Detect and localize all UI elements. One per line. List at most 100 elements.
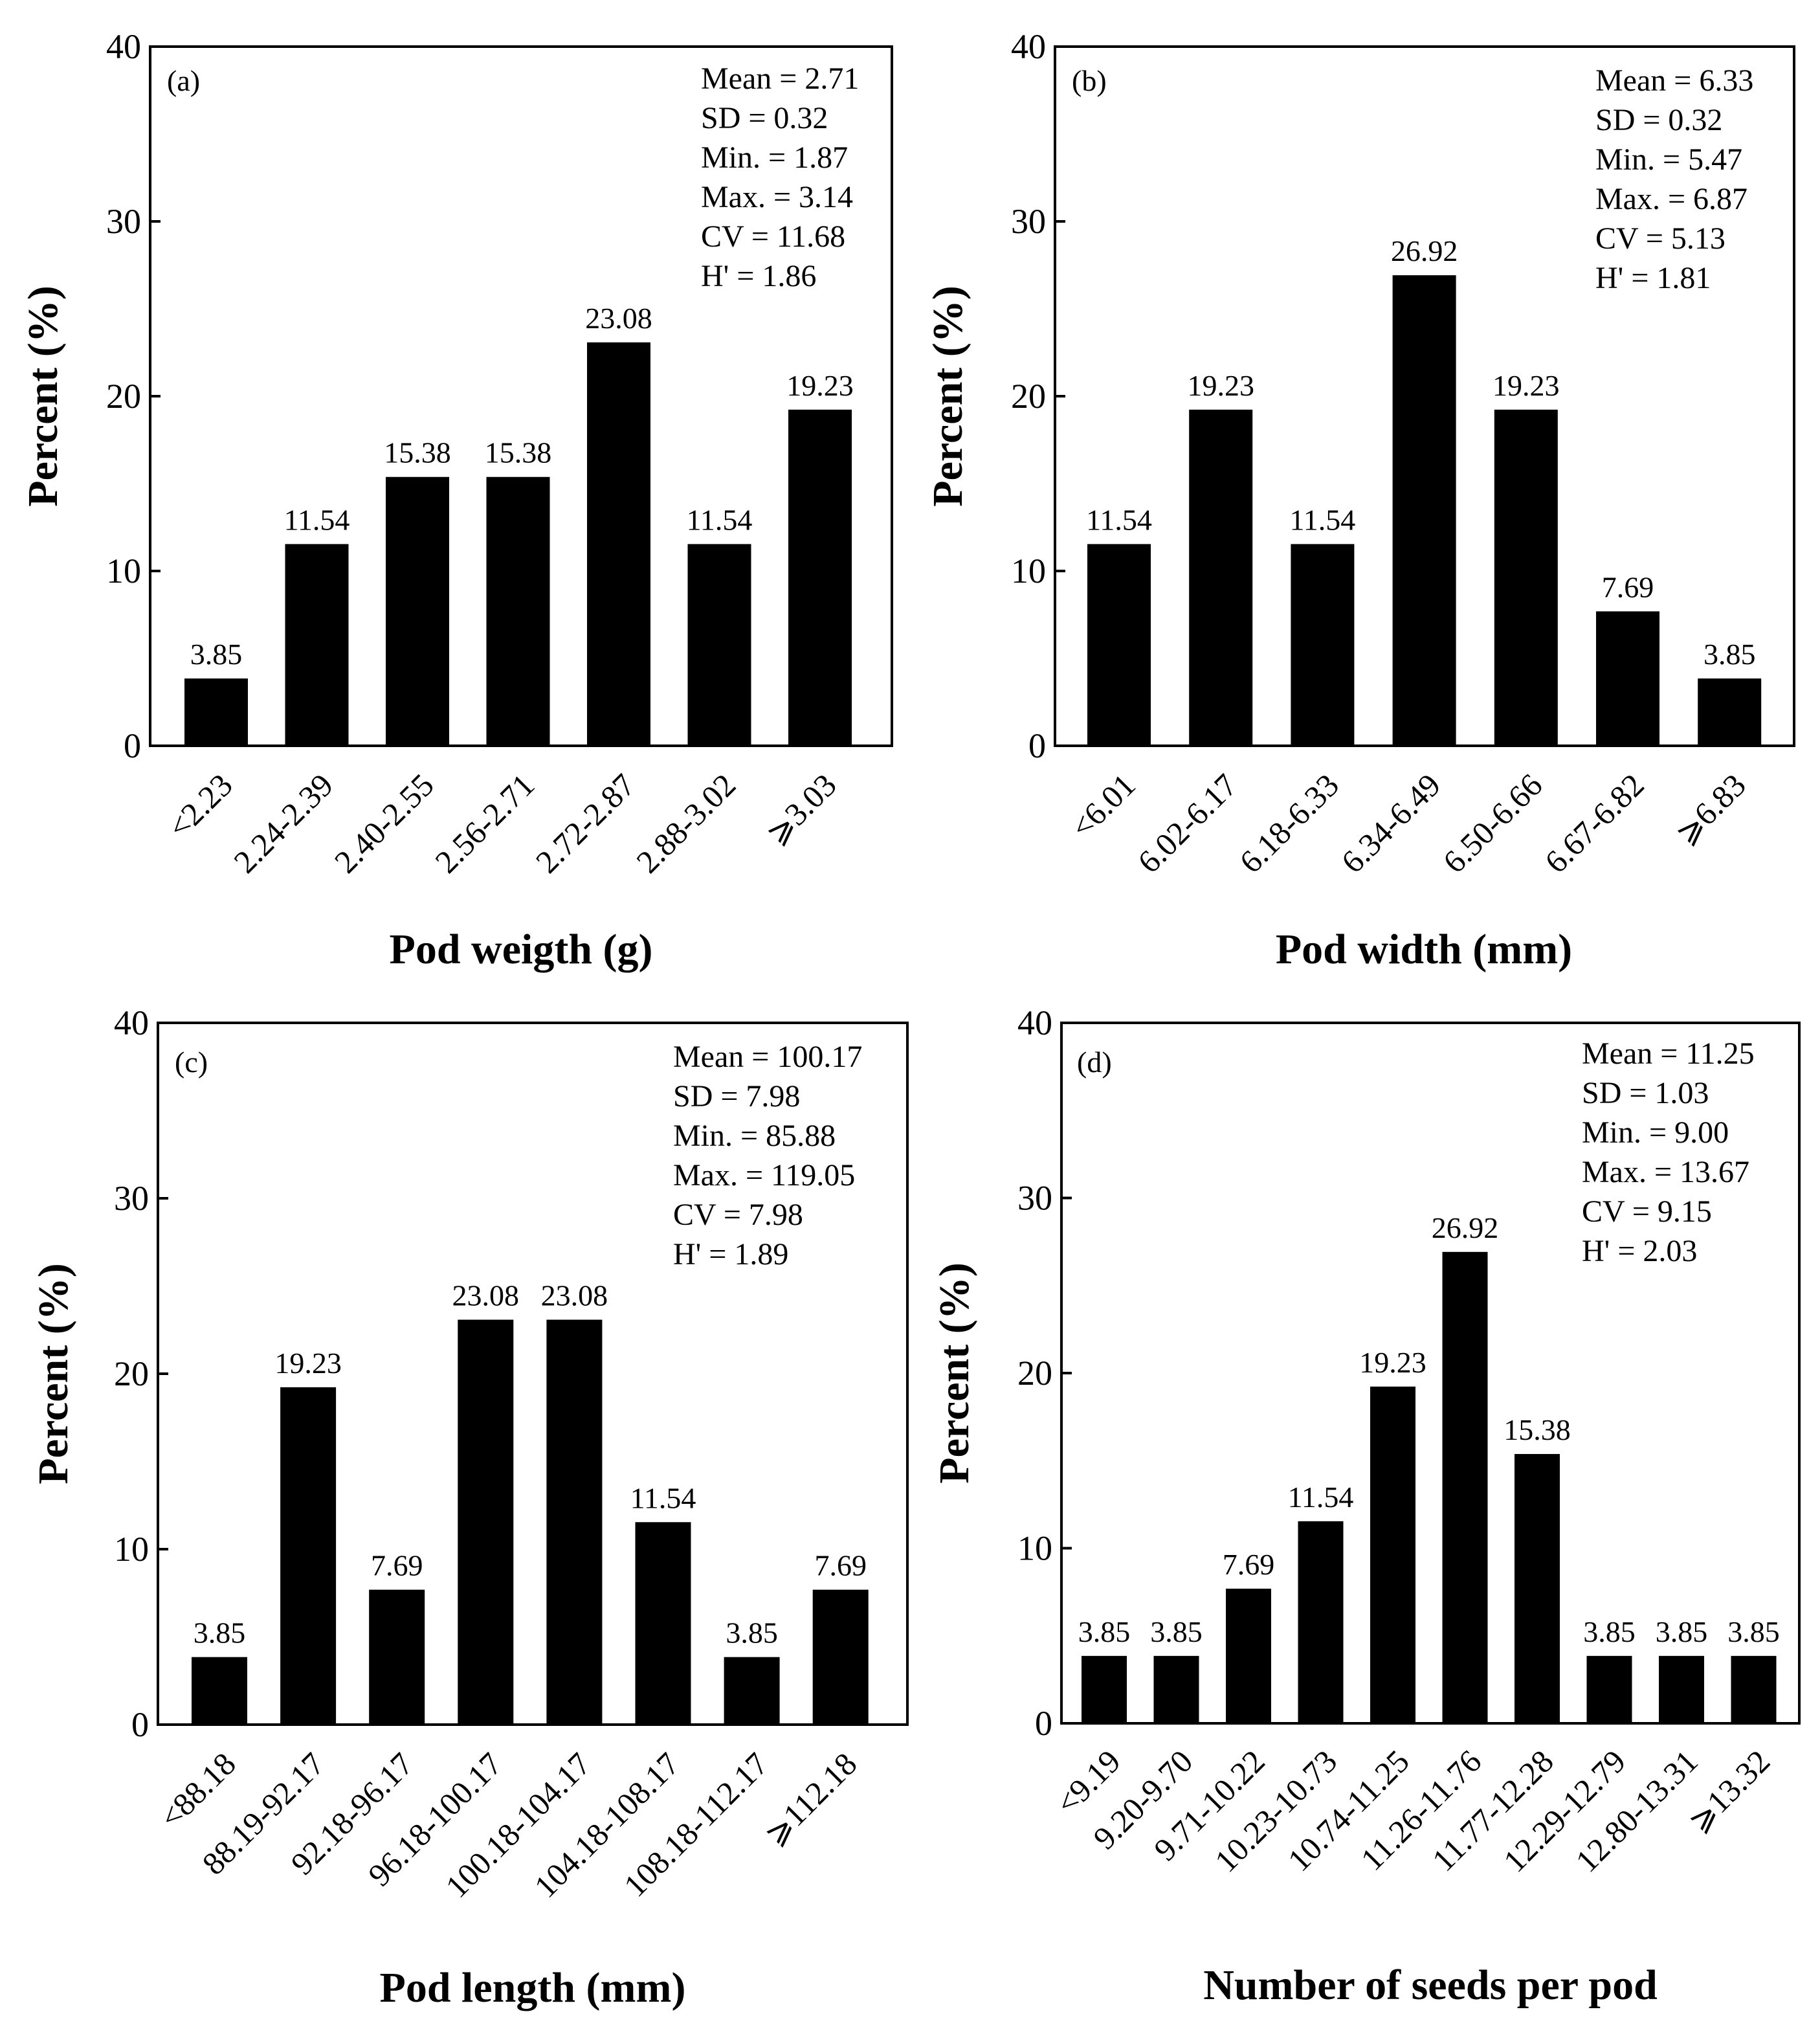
y-tick-label: 10 (1011, 552, 1046, 590)
bar (546, 1319, 603, 1725)
data-label: 15.38 (1504, 1413, 1571, 1446)
y-tick-label: 40 (106, 27, 141, 66)
data-label: 7.69 (1602, 570, 1654, 603)
data-label: 15.38 (485, 436, 552, 469)
y-tick-label: 30 (114, 1179, 149, 1218)
bar (1659, 1655, 1704, 1723)
data-label: 7.69 (371, 1549, 423, 1582)
y-tick-label: 30 (1017, 1179, 1052, 1218)
bar (687, 544, 751, 746)
y-axis-title: Percent (%) (931, 1262, 978, 1483)
chart-panel-1: 0 10 20 30 40 3.85 <2.23 11.54 2.24-2.39 15.38 2.4… (19, 27, 893, 973)
x-category-label: 6.67-6.82 (1538, 766, 1651, 880)
data-label: 19.23 (1493, 369, 1560, 402)
y-tick-label: 30 (106, 202, 141, 241)
stats-line: SD = 0.32 (1595, 103, 1722, 137)
stats-line: H' = 1.86 (701, 259, 816, 293)
stats-line: SD = 7.98 (673, 1079, 800, 1113)
data-label: 3.85 (726, 1617, 778, 1650)
y-tick-label: 10 (114, 1530, 149, 1569)
bar (1442, 1251, 1488, 1723)
stats-line: SD = 1.03 (1582, 1076, 1709, 1110)
bar (1226, 1588, 1271, 1723)
bar (587, 342, 650, 746)
data-label: 7.69 (1223, 1548, 1275, 1581)
data-label: 11.54 (1288, 1481, 1354, 1514)
stats-line: Max. = 3.14 (701, 180, 853, 214)
x-axis-title: Pod weigth (g) (390, 926, 653, 973)
x-category-label: ⩾3.03 (759, 766, 843, 851)
panel-label: (b) (1072, 64, 1107, 97)
x-category-label: ⩾13.32 (1680, 1743, 1777, 1839)
bar (1370, 1386, 1415, 1723)
chart-panel-3: 0102030403.85<88.1819.2388.19-92.177.699… (30, 1003, 909, 2011)
data-label: 19.23 (786, 369, 854, 402)
data-label: 23.08 (585, 302, 652, 335)
stats-line: Mean = 6.33 (1595, 63, 1753, 98)
bar (184, 678, 248, 746)
panel-label: (d) (1077, 1046, 1112, 1079)
bar (724, 1657, 780, 1725)
data-label: 11.54 (1290, 503, 1356, 536)
bar (280, 1387, 337, 1725)
stats-line: H' = 2.03 (1582, 1234, 1697, 1268)
bar (1189, 409, 1253, 746)
data-label: 11.54 (1086, 503, 1152, 536)
stats-line: CV = 11.68 (701, 219, 845, 254)
bar (458, 1319, 514, 1725)
stats-line: Mean = 11.25 (1582, 1036, 1755, 1071)
stats-line: H' = 1.89 (673, 1237, 788, 1271)
stats-line: Max. = 119.05 (673, 1158, 855, 1192)
y-tick-label: 20 (106, 377, 141, 416)
data-label: 23.08 (452, 1279, 520, 1312)
bar (192, 1657, 247, 1725)
bar (812, 1589, 869, 1725)
bar (1291, 544, 1355, 746)
stats-line: Min. = 85.88 (673, 1119, 836, 1153)
data-label: 19.23 (1187, 369, 1254, 402)
data-label: 23.08 (541, 1279, 608, 1312)
y-tick-label: 20 (1011, 377, 1046, 416)
x-category-label: ⩾112.18 (757, 1745, 863, 1852)
x-category-label: <6.01 (1063, 766, 1142, 845)
data-label: 7.69 (814, 1549, 867, 1582)
y-tick-label: 20 (1017, 1354, 1052, 1393)
bar (1153, 1655, 1199, 1723)
bar (1596, 611, 1659, 746)
x-category-label: 2.24-2.39 (227, 766, 340, 880)
y-axis-title: Percent (%) (924, 285, 971, 506)
data-label: 3.85 (190, 638, 243, 671)
stats-line: Min. = 5.47 (1595, 142, 1742, 177)
x-category-label: <2.23 (161, 766, 239, 845)
x-category-label: ⩾6.83 (1668, 766, 1753, 851)
stats-line: Max. = 6.87 (1595, 182, 1748, 216)
data-label: 3.85 (194, 1617, 246, 1650)
bar (486, 476, 550, 746)
bar (1082, 1655, 1127, 1723)
y-axis-title: Percent (%) (30, 1263, 77, 1484)
stats-line: H' = 1.81 (1595, 261, 1711, 295)
bar (1087, 544, 1151, 746)
y-tick-label: 0 (1028, 726, 1046, 765)
stats-line: SD = 0.32 (701, 101, 828, 135)
y-tick-label: 40 (1017, 1003, 1052, 1042)
stats-line: Min. = 9.00 (1582, 1115, 1729, 1150)
x-axis-title: Number of seeds per pod (1203, 1962, 1658, 2009)
chart-panel-4: 0102030403.85<9.193.859.20-9.707.699.71-… (931, 1003, 1801, 2009)
y-tick-label: 10 (106, 552, 141, 590)
y-tick-label: 0 (1035, 1704, 1052, 1743)
y-tick-label: 30 (1011, 202, 1046, 241)
bar (1298, 1521, 1344, 1723)
stats-line: Max. = 13.67 (1582, 1155, 1749, 1189)
data-label: 11.54 (284, 503, 350, 536)
data-label: 11.54 (687, 503, 753, 536)
panel-label: (c) (175, 1046, 208, 1079)
x-category-label: 6.50-6.66 (1436, 766, 1549, 880)
bar (285, 544, 349, 746)
y-tick-label: 0 (124, 726, 141, 765)
bar (1731, 1655, 1777, 1723)
bar (1698, 678, 1762, 746)
data-label: 3.85 (1656, 1615, 1708, 1648)
data-label: 19.23 (1359, 1346, 1426, 1379)
